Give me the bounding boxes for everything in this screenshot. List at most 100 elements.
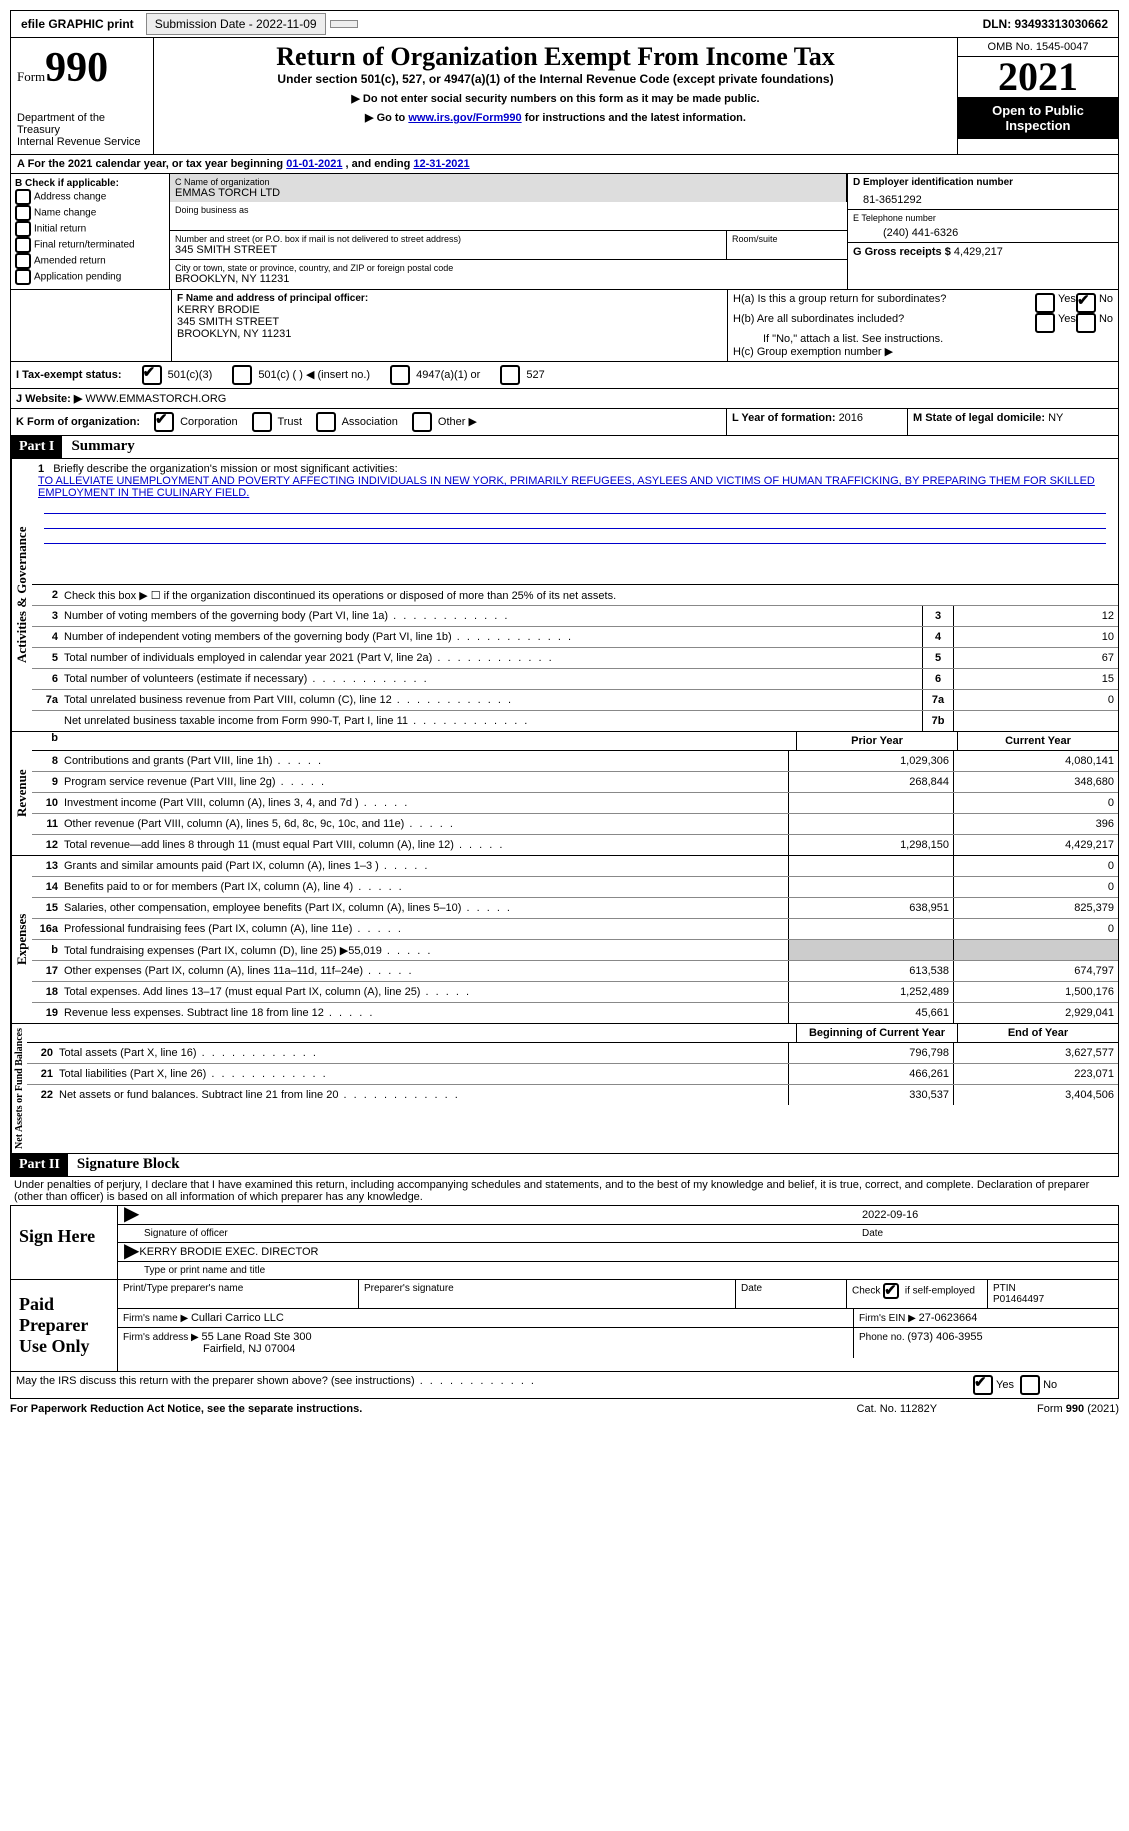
form-word: Form [17, 69, 45, 84]
hb-no[interactable] [1076, 313, 1096, 333]
footer-mid: Cat. No. 11282Y [857, 1403, 1038, 1415]
prior-value [788, 877, 953, 897]
phone-value: (240) 441-6326 [853, 223, 1113, 239]
gross-value: 4,429,217 [954, 246, 1003, 258]
prior-value: 613,538 [788, 961, 953, 981]
ha-no[interactable] [1076, 293, 1096, 313]
prior-value [788, 814, 953, 834]
current-value: 0 [953, 877, 1118, 897]
gov-line: 4Number of independent voting members of… [32, 627, 1118, 648]
line-text: Number of voting members of the governin… [64, 610, 922, 622]
current-value: 825,379 [953, 898, 1118, 918]
prior-value: 1,252,489 [788, 982, 953, 1002]
opt-initial: Initial return [34, 224, 86, 235]
city-value: BROOKLYN, NY 11231 [175, 273, 842, 285]
submission-button[interactable]: Submission Date - 2022-11-09 [146, 13, 326, 35]
line-num: 19 [32, 1007, 64, 1019]
part1-header-row: Part I Summary [10, 436, 1119, 459]
current-value: 4,429,217 [953, 835, 1118, 855]
irs-link[interactable]: www.irs.gov/Form990 [408, 112, 521, 124]
pending-checkbox[interactable] [15, 269, 31, 285]
final-checkbox[interactable] [15, 237, 31, 253]
tax-status-row: I Tax-exempt status: 501(c)(3) 501(c) ( … [10, 362, 1119, 389]
name-change-checkbox[interactable] [15, 205, 31, 221]
activities-section: Activities & Governance 1 Briefly descri… [10, 459, 1119, 732]
dept-label: Department of the Treasury [17, 112, 147, 136]
other-checkbox[interactable] [412, 412, 432, 432]
line-text: Investment income (Part VIII, column (A)… [64, 797, 788, 809]
net-line: 21Total liabilities (Part X, line 26)466… [27, 1064, 1118, 1085]
period-begin: 01-01-2021 [286, 158, 342, 170]
line-value: 67 [953, 648, 1118, 668]
hb-label: H(b) Are all subordinates included? [733, 313, 1035, 333]
no-2: No [1099, 313, 1113, 333]
website-row: J Website: ▶ WWW.EMMASTORCH.ORG [10, 389, 1119, 409]
netassets-main: Beginning of Current YearEnd of Year 20T… [27, 1024, 1118, 1153]
hint-2: ▶ Go to www.irs.gov/Form990 for instruct… [158, 111, 953, 124]
blank-button[interactable] [330, 20, 358, 28]
line-num: 9 [32, 776, 64, 788]
current-value: 348,680 [953, 772, 1118, 792]
line-text: Professional fundraising fees (Part IX, … [64, 923, 788, 935]
other-label: Other ▶ [438, 416, 477, 428]
line-num: 13 [32, 860, 64, 872]
corp-label: Corporation [180, 416, 237, 428]
discuss-no[interactable] [1020, 1375, 1040, 1395]
527-checkbox[interactable] [500, 365, 520, 385]
gov-line: 6Total number of volunteers (estimate if… [32, 669, 1118, 690]
activities-main: 1 Briefly describe the organization's mi… [32, 459, 1118, 731]
initial-checkbox[interactable] [15, 221, 31, 237]
ha-yes[interactable] [1035, 293, 1055, 313]
begin-header: Beginning of Current Year [796, 1024, 957, 1042]
line-box: 5 [922, 648, 953, 668]
501c-checkbox[interactable] [232, 365, 252, 385]
hb-yes[interactable] [1035, 313, 1055, 333]
assoc-checkbox[interactable] [316, 412, 336, 432]
discuss-yes[interactable] [973, 1375, 993, 1395]
sig-officer-label: Signature of officer [144, 1228, 862, 1239]
addr-label: Number and street (or P.O. box if mail i… [175, 234, 721, 244]
line-text: Total expenses. Add lines 13–17 (must eq… [64, 986, 788, 998]
sig-name-value: KERRY BRODIE EXEC. DIRECTOR [139, 1246, 1112, 1258]
end-value: 3,627,577 [953, 1043, 1118, 1063]
line-num: b [32, 944, 64, 956]
line-box: 4 [922, 627, 953, 647]
addr-change-checkbox[interactable] [15, 189, 31, 205]
net-line: 22Net assets or fund balances. Subtract … [27, 1085, 1118, 1105]
current-header: Current Year [957, 732, 1118, 750]
line-value [953, 711, 1118, 731]
line-num: 20 [27, 1047, 59, 1059]
line-text: Other expenses (Part IX, column (A), lin… [64, 965, 788, 977]
period-end: 12-31-2021 [413, 158, 469, 170]
self-employed-checkbox[interactable] [883, 1283, 899, 1299]
end-value: 3,404,506 [953, 1085, 1118, 1105]
col-b: B Check if applicable: Address change Na… [11, 174, 170, 289]
4947-checkbox[interactable] [390, 365, 410, 385]
form-number: 990 [45, 45, 108, 91]
amended-checkbox[interactable] [15, 253, 31, 269]
corp-checkbox[interactable] [154, 412, 174, 432]
officer-addr1: 345 SMITH STREET [177, 316, 722, 328]
trust-checkbox[interactable] [252, 412, 272, 432]
hint-1: ▶ Do not enter social security numbers o… [158, 92, 953, 105]
firm-name-value: Cullari Carrico LLC [191, 1312, 284, 1324]
line-num: 7a [32, 694, 64, 706]
rev-line: 11Other revenue (Part VIII, column (A), … [32, 814, 1118, 835]
line-box: 3 [922, 606, 953, 626]
prior-value: 45,661 [788, 1003, 953, 1023]
501c3-checkbox[interactable] [142, 365, 162, 385]
firm-ein-label: Firm's EIN ▶ [859, 1313, 919, 1324]
part1-title: Summary [65, 438, 134, 454]
opt-pending: Application pending [34, 272, 121, 283]
officer-cell: F Name and address of principal officer:… [172, 290, 728, 361]
line-text: Program service revenue (Part VIII, line… [64, 776, 788, 788]
city-label: City or town, state or province, country… [175, 263, 842, 273]
line-text: Total number of volunteers (estimate if … [64, 673, 922, 685]
vtab-expenses: Expenses [11, 856, 32, 1023]
revenue-main: bPrior YearCurrent Year 8Contributions a… [32, 732, 1118, 855]
line1-label: Briefly describe the organization's miss… [53, 463, 397, 475]
sign-here-label: Sign Here [11, 1206, 118, 1279]
vtab-activities: Activities & Governance [11, 459, 32, 731]
begin-value: 330,537 [788, 1085, 953, 1105]
signature-section: Sign Here ▶ 2022-09-16 Signature of offi… [10, 1206, 1119, 1280]
